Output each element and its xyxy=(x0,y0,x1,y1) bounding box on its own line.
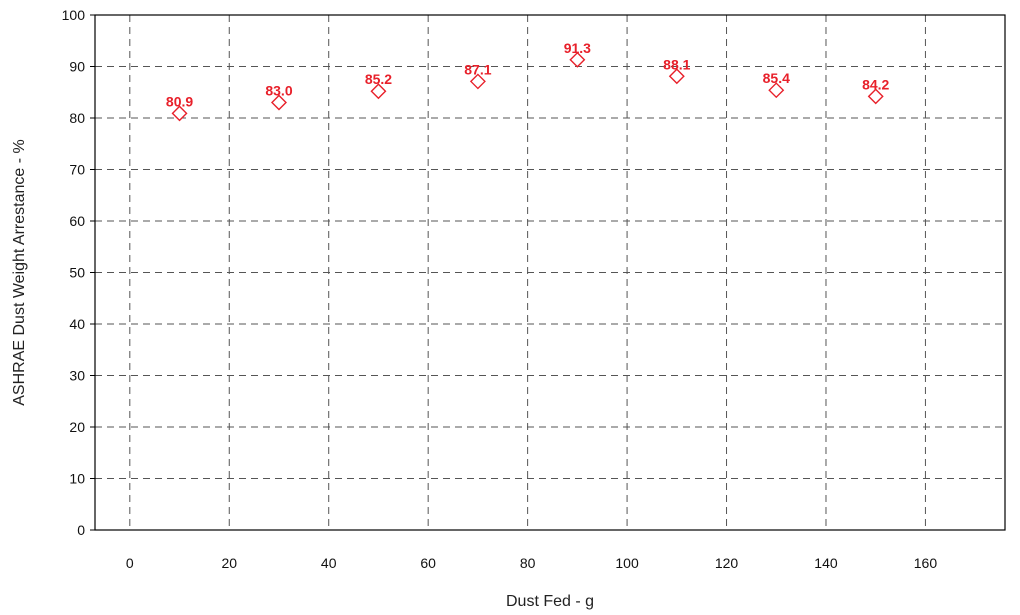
y-axis-title: ASHRAE Dust Weight Arrestance - % xyxy=(11,139,28,405)
data-point-marker xyxy=(768,82,785,99)
y-tick-label: 10 xyxy=(69,471,85,487)
data-label: 88.1 xyxy=(663,56,690,72)
x-tick-label: 140 xyxy=(814,555,838,571)
data-label: 80.9 xyxy=(166,93,193,109)
y-tick-label: 80 xyxy=(69,110,85,126)
y-tick-label: 50 xyxy=(69,265,85,281)
y-tick-label: 70 xyxy=(69,162,85,178)
x-tick-label: 120 xyxy=(715,555,739,571)
x-tick-label: 0 xyxy=(126,555,134,571)
data-point-marker xyxy=(370,83,387,100)
data-labels: 80.9 83.0 85.2 87.1 91.3 88.1 85.4 84.2 xyxy=(166,40,890,110)
y-tick-label: 20 xyxy=(69,419,85,435)
data-point-marker xyxy=(469,73,486,90)
data-point-marker xyxy=(867,88,884,105)
x-axis-ticks: 0 20 40 60 80 100 120 140 160 xyxy=(126,555,937,571)
y-tick-label: 90 xyxy=(69,59,85,75)
data-point-marker xyxy=(171,105,188,122)
x-tick-label: 20 xyxy=(221,555,237,571)
x-tick-label: 160 xyxy=(914,555,938,571)
data-label: 91.3 xyxy=(564,40,591,56)
data-label: 85.4 xyxy=(763,70,790,86)
data-label: 87.1 xyxy=(464,61,491,77)
y-tick-label: 100 xyxy=(62,7,86,23)
data-points xyxy=(171,51,884,122)
y-tick-label: 0 xyxy=(77,522,85,538)
y-tick-label: 30 xyxy=(69,368,85,384)
x-tick-label: 40 xyxy=(321,555,337,571)
data-label: 85.2 xyxy=(365,71,392,87)
data-label: 83.0 xyxy=(265,83,292,99)
y-tick-label: 40 xyxy=(69,316,85,332)
x-tick-label: 60 xyxy=(420,555,436,571)
data-point-marker xyxy=(668,68,685,85)
x-tick-label: 80 xyxy=(520,555,536,571)
data-point-marker xyxy=(270,94,287,111)
grid xyxy=(95,15,1005,530)
data-point-marker xyxy=(569,51,586,68)
x-axis-title: Dust Fed - g xyxy=(506,593,594,610)
data-label: 84.2 xyxy=(862,76,889,92)
x-tick-label: 100 xyxy=(615,555,639,571)
y-axis-ticks: 0 10 20 30 40 50 60 70 80 90 100 xyxy=(62,7,95,538)
y-tick-label: 60 xyxy=(69,213,85,229)
